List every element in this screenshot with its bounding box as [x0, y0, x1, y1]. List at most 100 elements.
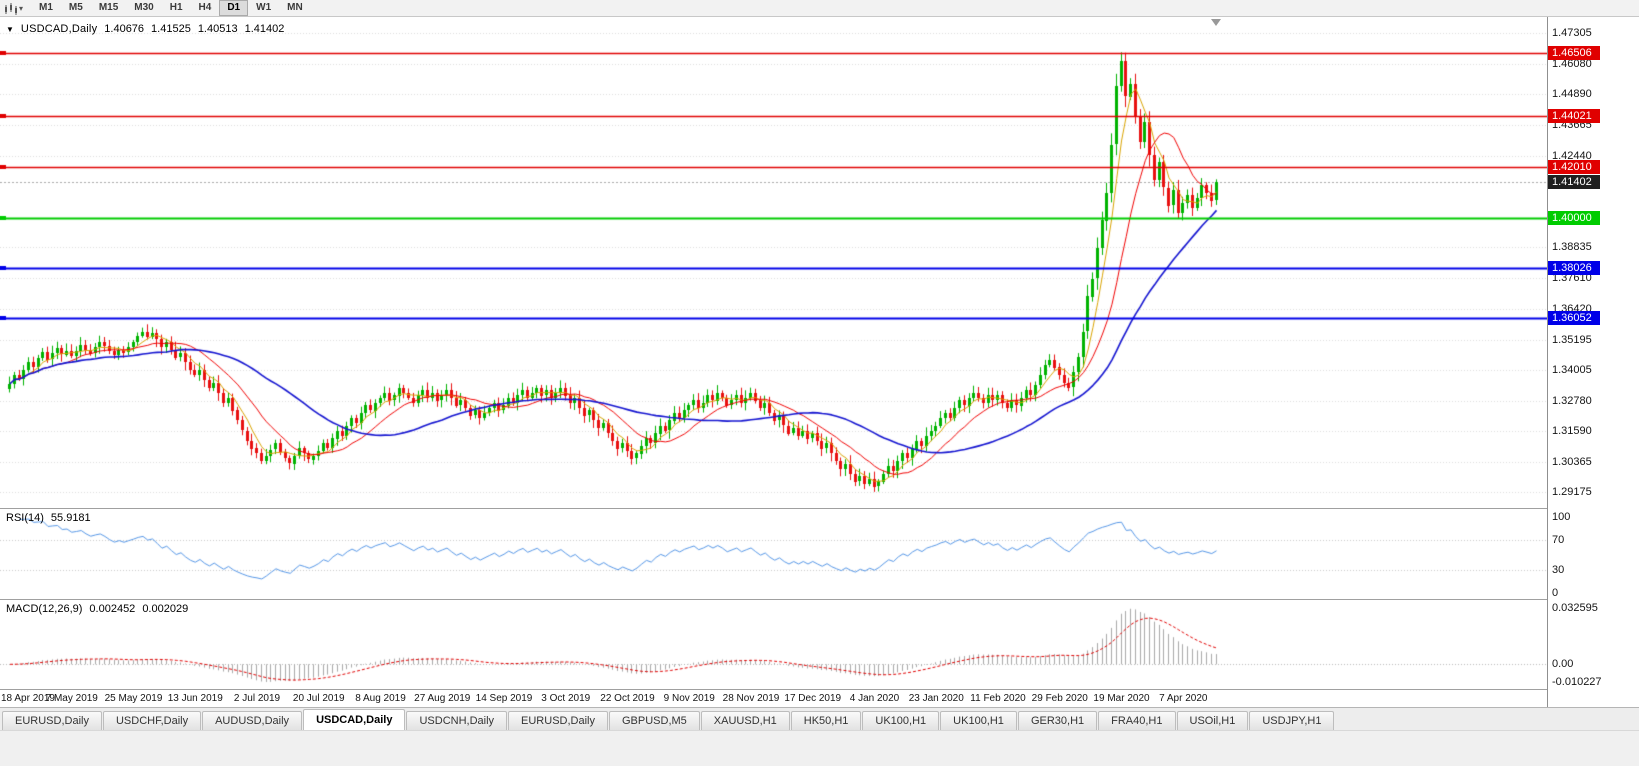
date-axis[interactable]: 18 Apr 2019 7 May 2019 25 May 2019 13 Jun 2…	[0, 690, 1547, 707]
rsi-scale-label: 100	[1552, 511, 1571, 523]
chart-symbol-period: USDCAD,Daily	[20, 23, 98, 35]
status-strip	[0, 730, 1639, 766]
chart-title: ▼ USDCAD,Daily 1.40676 1.41525 1.40513 1…	[6, 23, 284, 35]
price-level-tag: 1.46506	[1548, 46, 1600, 61]
date-axis-label: 23 Jan 2020	[908, 693, 964, 704]
chart-tab-5-eurusd-daily[interactable]: EURUSD,Daily	[508, 711, 608, 730]
date-axis-label: 4 Jan 2020	[849, 693, 900, 704]
chart-tab-6-gbpusd-m5[interactable]: GBPUSD,M5	[609, 711, 700, 730]
date-axis-label: 27 Aug 2019	[414, 693, 471, 704]
date-axis-label: 18 Apr 2019	[1, 693, 55, 704]
chart-tab-14-usdjpy-h1[interactable]: USDJPY,H1	[1249, 711, 1335, 730]
chart-tab-1-usdchf-daily[interactable]: USDCHF,Daily	[102, 711, 202, 730]
price-axis-tick: 1.29175	[1552, 486, 1592, 498]
timeframe-button-m1[interactable]: M1	[39, 2, 53, 13]
chart-type-icon[interactable]	[4, 2, 18, 15]
date-axis-label: 9 Nov 2019	[663, 693, 715, 704]
macd-value-signal: 0.002029	[142, 603, 189, 615]
chart-tab-10-uk100-h1[interactable]: UK100,H1	[940, 711, 1017, 730]
ohlc-low: 1.40513	[197, 23, 238, 35]
ohlc-close: 1.41402	[244, 23, 285, 35]
chart-tab-11-ger30-h1[interactable]: GER30,H1	[1017, 711, 1098, 730]
rsi-canvas[interactable]	[0, 509, 1547, 599]
chart-tab-3-usdcad-daily[interactable]: USDCAD,Daily	[303, 709, 406, 730]
chart-tab-4-usdcnh-daily[interactable]: USDCNH,Daily	[406, 711, 508, 730]
current-price-tag: 1.41402	[1548, 175, 1600, 190]
pane-separator[interactable]	[0, 599, 1639, 600]
price-axis-tick: 1.32780	[1552, 394, 1592, 407]
rsi-value: 55.9181	[50, 512, 91, 524]
timeframe-button-m5[interactable]: M5	[68, 2, 83, 13]
chart-tab-8-hk50-h1[interactable]: HK50,H1	[790, 711, 862, 730]
timeframe-buttons: M1 M5 M15 M30 H1 H4 D1 W1 MN	[31, 0, 311, 16]
price-axis-tick: 1.34005	[1552, 363, 1592, 376]
chart-tab-13-usoil-h1[interactable]: USOil,H1	[1176, 711, 1249, 730]
date-axis-label: 7 May 2019	[45, 693, 98, 704]
price-level-tag: 1.40000	[1548, 210, 1600, 225]
date-axis-label: 7 Apr 2020	[1159, 693, 1208, 704]
macd-scale-label: -0.010227	[1552, 676, 1602, 688]
chart-tab-2-audusd-daily[interactable]: AUDUSD,Daily	[202, 711, 303, 730]
timeframe-button-w1[interactable]: W1	[256, 2, 272, 13]
date-axis-label: 14 Sep 2019	[475, 693, 533, 704]
date-axis-label: 19 Mar 2020	[1093, 693, 1150, 704]
date-axis-label: 28 Nov 2019	[722, 693, 780, 704]
price-axis-tick: 1.46080	[1552, 58, 1592, 70]
price-axis-tick: 1.38835	[1552, 241, 1592, 254]
price-axis-tick: 1.37610	[1552, 272, 1592, 285]
price-axis[interactable]: 1.47305 1.46080 1.44890 1.43665 1.42440 1.388…	[1547, 17, 1639, 707]
date-axis-label: 2 Jul 2019	[233, 693, 281, 704]
chart-tab-7-xauusd-h1[interactable]: XAUUSD,H1	[700, 711, 790, 730]
date-axis-label: 3 Oct 2019	[541, 693, 591, 704]
macd-name: MACD(12,26,9)	[6, 603, 83, 615]
date-axis-label: 22 Oct 2019	[600, 693, 655, 704]
main-chart-pane	[0, 17, 1547, 508]
rsi-scale-label: 70	[1552, 533, 1565, 546]
price-axis-tick: 1.31590	[1552, 424, 1592, 437]
price-axis-tick: 1.44890	[1552, 88, 1592, 101]
timeframe-button-h4[interactable]: H4	[198, 2, 212, 13]
main-chart-canvas[interactable]	[0, 17, 1547, 508]
rsi-scale-label: 30	[1552, 564, 1565, 577]
timeframe-toolbar: ▾ M1 M5 M15 M30 H1 H4 D1 W1 MN	[0, 0, 1639, 17]
pane-separator[interactable]	[0, 689, 1639, 690]
date-axis-label: 17 Dec 2019	[784, 693, 842, 704]
chart-tab-12-fra40-h1[interactable]: FRA40,H1	[1098, 711, 1176, 730]
macd-scale-label: 0.032595	[1552, 602, 1598, 614]
rsi-label: RSI(14) 55.9181	[6, 512, 91, 524]
macd-label: MACD(12,26,9) 0.002452 0.002029	[6, 603, 188, 615]
ohlc-open: 1.40676	[104, 23, 145, 35]
date-axis-label: 11 Feb 2020	[970, 693, 1026, 704]
timeframe-button-mn[interactable]: MN	[287, 2, 303, 13]
timeframe-button-m15[interactable]: M15	[98, 2, 119, 13]
date-axis-label: 29 Feb 2020	[1031, 693, 1088, 704]
date-axis-label: 25 May 2019	[104, 693, 163, 704]
chart-tabs-bar: EURUSD,Daily USDCHF,Daily AUDUSD,Daily USDC…	[0, 707, 1639, 730]
price-axis-tick: 1.30365	[1552, 455, 1592, 468]
timeframe-button-h1[interactable]: H1	[169, 2, 183, 13]
pane-separator[interactable]	[0, 508, 1639, 509]
macd-pane	[0, 600, 1547, 689]
price-level-tag: 1.38026	[1548, 260, 1600, 275]
price-level-tag: 1.36052	[1548, 310, 1600, 325]
chart-shift-marker[interactable]	[1211, 19, 1221, 26]
timeframe-button-d1[interactable]: D1	[219, 0, 249, 16]
date-axis-label: 13 Jun 2019	[167, 693, 223, 704]
date-axis-label: 8 Aug 2019	[355, 693, 406, 704]
chart-tab-9-uk100-h1[interactable]: UK100,H1	[862, 711, 940, 730]
chart-type-dropdown-icon[interactable]: ▾	[19, 3, 24, 13]
date-axis-label: 20 Jul 2019	[292, 693, 345, 704]
rsi-scale-label: 0	[1552, 587, 1559, 599]
chart-tab-0-eurusd-daily[interactable]: EURUSD,Daily	[2, 711, 102, 730]
rsi-pane	[0, 509, 1547, 599]
price-axis-tick: 1.42440	[1552, 150, 1592, 163]
ohlc-high: 1.41525	[151, 23, 191, 35]
rsi-name: RSI(14)	[6, 512, 44, 524]
price-axis-tick: 1.47305	[1552, 27, 1592, 39]
macd-value-main: 0.002452	[89, 603, 136, 615]
timeframe-button-m30[interactable]: M30	[134, 2, 154, 13]
macd-canvas[interactable]	[0, 600, 1547, 689]
collapse-triangle-icon[interactable]: ▼	[6, 24, 14, 34]
price-level-tag: 1.44021	[1548, 109, 1600, 124]
price-axis-tick: 1.35195	[1552, 333, 1592, 346]
